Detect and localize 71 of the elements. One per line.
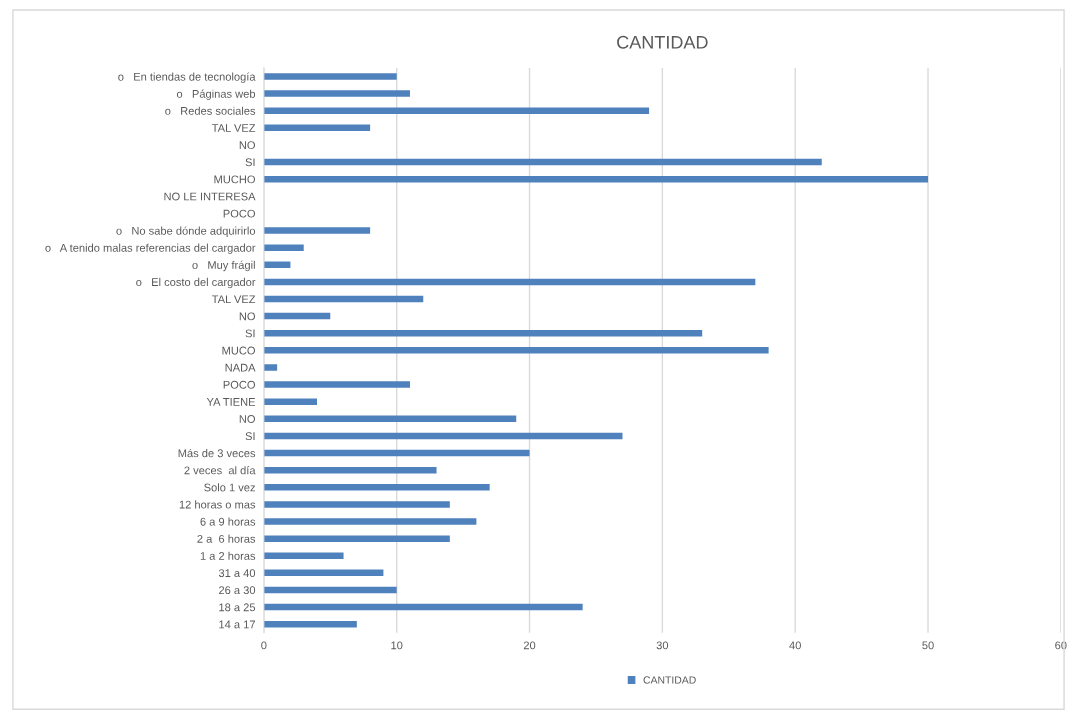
x-tick-label: 20 xyxy=(523,641,536,650)
y-tick-label: 1 a 2 horas xyxy=(200,551,256,560)
bar xyxy=(263,295,424,303)
bar xyxy=(263,107,650,114)
y-tick-label: Solo 1 vez xyxy=(204,483,255,492)
y-tick-label: o Páginas web xyxy=(176,89,256,100)
bar xyxy=(263,124,371,132)
y-tick-label: 6 a 9 horas xyxy=(200,517,256,526)
bar xyxy=(263,73,397,80)
bar xyxy=(263,466,437,474)
y-tick-label: NO xyxy=(239,415,255,423)
y-tick-label: o No sabe dónde adquirirlo xyxy=(116,226,256,237)
y-tick-label: NO LE INTERESA xyxy=(164,192,256,201)
y-tick-label: 31 a 40 xyxy=(218,569,256,577)
bar xyxy=(263,244,304,251)
bar xyxy=(263,347,769,354)
y-tick-label: o En tiendas de tecnología xyxy=(118,72,256,83)
y-tick-label: POCO xyxy=(223,209,255,218)
bar xyxy=(263,364,278,371)
y-tick-label: NADA xyxy=(225,363,256,372)
y-tick-label: 26 a 30 xyxy=(219,586,256,595)
y-tick-label: 14 a 17 xyxy=(219,620,255,629)
y-tick-label: o Redes sociales xyxy=(165,106,256,115)
bar xyxy=(263,449,530,457)
y-tick-label: 18 a 25 xyxy=(219,603,256,612)
bar xyxy=(263,381,410,388)
y-tick-label: o Muy frágil xyxy=(192,260,255,272)
bar xyxy=(263,175,929,183)
legend-label: CANTIDAD xyxy=(643,676,696,684)
bar xyxy=(263,432,623,440)
y-tick-label: NO xyxy=(239,312,255,321)
bar xyxy=(263,312,331,320)
chart-title: CANTIDAD xyxy=(617,35,708,49)
bar xyxy=(263,586,397,594)
x-tick-label: 40 xyxy=(789,641,801,650)
y-tick-label: MUCO xyxy=(222,346,255,355)
x-tick-label: 60 xyxy=(1055,641,1067,650)
x-tick-label: 0 xyxy=(261,641,267,650)
bar xyxy=(263,415,517,423)
x-tick-label: 10 xyxy=(391,641,403,650)
y-tick-label: TAL VEZ xyxy=(211,124,256,132)
y-tick-label: o A tenido malas referencias del cargador xyxy=(45,243,256,254)
x-tick-label: 30 xyxy=(656,641,669,650)
bar xyxy=(263,398,317,405)
bar xyxy=(263,158,822,166)
bar xyxy=(263,552,344,559)
bar xyxy=(263,569,384,577)
x-tick-label: 50 xyxy=(922,641,934,650)
y-tick-label: POCO xyxy=(223,380,255,389)
y-tick-label: 2 veces al día xyxy=(184,466,256,475)
bar xyxy=(263,329,703,337)
y-tick-label: SI xyxy=(245,158,255,167)
y-tick-label: NO xyxy=(239,141,255,150)
y-tick-label: o El costo del cargador xyxy=(136,277,256,289)
bar xyxy=(263,90,410,97)
y-tick-label: 2 a 6 horas xyxy=(197,534,256,543)
bar xyxy=(263,620,357,628)
bar xyxy=(263,535,450,542)
y-tick-label: TAL VEZ xyxy=(211,295,256,304)
bar xyxy=(263,484,490,491)
bar xyxy=(263,227,371,234)
y-tick-label: YA TIENE xyxy=(206,398,256,406)
y-tick-label: Más de 3 veces xyxy=(178,448,256,458)
bar xyxy=(263,278,756,286)
bar xyxy=(263,603,583,611)
y-tick-label: SI xyxy=(245,432,255,441)
y-tick-label: MUCHO xyxy=(214,175,255,184)
bar xyxy=(263,518,477,525)
bar xyxy=(263,501,450,508)
y-tick-label: 12 horas o mas xyxy=(179,500,256,509)
y-tick-label: SI xyxy=(245,329,255,338)
